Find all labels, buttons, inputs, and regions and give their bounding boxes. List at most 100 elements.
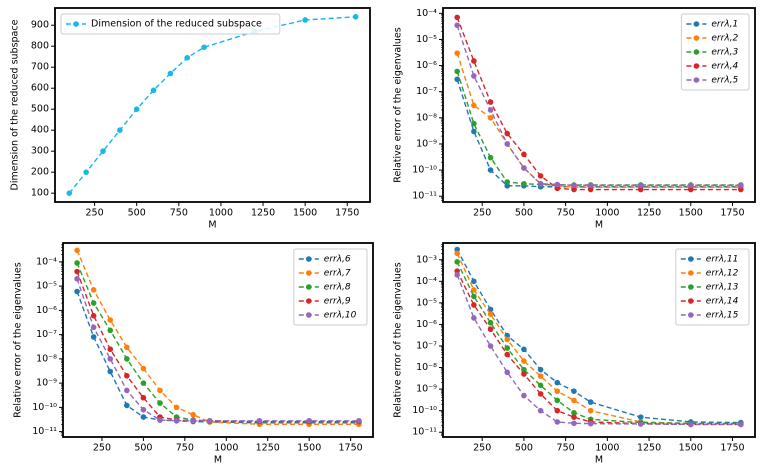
axes-frame (442, 242, 756, 438)
axes-frame (54, 7, 371, 203)
data-point (571, 397, 577, 404)
y-tick-label: 10⁻⁶ (36, 305, 57, 316)
data-point (487, 167, 494, 173)
data-point (471, 287, 477, 293)
data-point (637, 414, 644, 420)
legend-marker (688, 312, 694, 318)
data-point (140, 365, 147, 372)
y-tick-label: 10⁻¹¹ (412, 191, 437, 202)
data-point (74, 247, 80, 254)
legend-marker (693, 77, 700, 83)
legend-label: errλ,8 (324, 283, 351, 293)
data-point (487, 311, 494, 317)
data-point (140, 380, 147, 386)
y-tick-label: 10⁻⁵ (36, 281, 57, 292)
data-point (90, 334, 97, 340)
data-point (738, 421, 744, 428)
x-tick-label: 250 (473, 208, 491, 219)
y-tick-label: 500 (31, 104, 49, 115)
data-point (352, 14, 359, 20)
legend-label: errλ,6 (324, 255, 351, 265)
data-point (521, 358, 527, 364)
data-point (471, 128, 477, 135)
x-tick-label: 1500 (293, 208, 317, 219)
subplot: 250 500 750 1000 1250 1500 1750 10⁻¹¹ 10⁻¹⁰ 10⁻⁹ 1… (393, 7, 756, 231)
legend-marker (306, 256, 312, 262)
data-point (167, 70, 174, 77)
y-tick-label: 300 (31, 146, 49, 157)
x-tick-label: 750 (170, 208, 188, 219)
data-point (190, 417, 196, 424)
legend-marker (306, 312, 312, 318)
data-point (133, 106, 140, 112)
subplot: 250 500 750 1000 1250 1500 1750 10⁻¹¹ 10⁻¹⁰ 10⁻⁹ 1… (13, 242, 374, 466)
data-point (637, 421, 644, 427)
x-tick-label: 500 (515, 208, 533, 219)
y-tick-label: 10⁻⁹ (416, 138, 437, 149)
y-tick-label: 10⁻⁵ (416, 34, 437, 45)
data-point (190, 411, 196, 418)
data-point (504, 336, 511, 343)
data-point (157, 417, 163, 423)
data-point (554, 419, 561, 425)
legend-marker (688, 298, 694, 304)
x-tick-label: 1250 (637, 208, 661, 219)
legend-marker (306, 298, 312, 304)
y-tick-label: 10⁻¹⁰ (32, 402, 57, 413)
data-point (521, 371, 527, 377)
data-point (521, 366, 527, 373)
data-point (454, 272, 460, 278)
x-tick-label: 1000 (595, 443, 619, 454)
data-point (150, 87, 157, 94)
y-axis-label: Dimension of the reduced subspace (10, 19, 21, 190)
data-point (571, 409, 577, 416)
x-tick-label: 500 (515, 443, 533, 454)
series-line (76, 291, 359, 424)
legend-marker (306, 284, 312, 290)
data-point (537, 373, 544, 379)
y-tick-label: 10⁻⁸ (416, 362, 437, 373)
data-point (173, 417, 180, 424)
x-tick-label: 500 (134, 443, 152, 454)
data-point (521, 180, 527, 187)
data-point (454, 76, 460, 83)
data-point (521, 151, 527, 158)
legend-box (60, 13, 281, 35)
legend-box (293, 248, 368, 326)
y-tick-label: 10⁻⁸ (36, 353, 57, 364)
x-tick-label: 1750 (720, 208, 744, 219)
x-tick-label: 1500 (679, 208, 703, 219)
series-line (76, 271, 359, 423)
data-point (504, 141, 511, 147)
x-tick-label: 250 (93, 443, 111, 454)
data-point (140, 394, 147, 401)
legend-label: errλ,11 (706, 255, 739, 265)
data-point (738, 186, 744, 193)
x-axis-label: M (208, 220, 216, 231)
data-point (173, 404, 180, 411)
data-point (587, 182, 594, 189)
data-point (74, 276, 80, 282)
x-tick-label: 250 (473, 443, 491, 454)
data-point (454, 50, 460, 56)
series-line (456, 25, 741, 187)
x-axis-label: M (595, 455, 603, 466)
y-tick-label: 10⁻⁴ (36, 256, 57, 267)
data-point (537, 180, 544, 187)
data-point (124, 402, 130, 409)
legend-marker (693, 21, 700, 27)
x-tick-label: 1500 (297, 443, 321, 454)
x-tick-label: 750 (557, 443, 575, 454)
data-point (587, 186, 594, 193)
data-point (90, 312, 97, 319)
y-tick-label: 700 (31, 62, 49, 73)
data-point (587, 399, 594, 405)
data-point (107, 356, 114, 362)
data-point (471, 302, 477, 308)
y-tick-label: 10⁻⁴ (416, 8, 437, 19)
series-line (68, 16, 356, 194)
series-line (456, 274, 741, 426)
data-point (637, 186, 644, 193)
data-point (256, 417, 263, 424)
data-point (571, 186, 577, 193)
